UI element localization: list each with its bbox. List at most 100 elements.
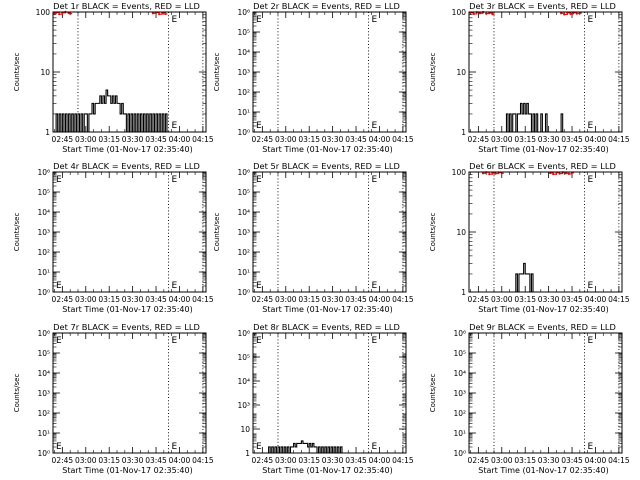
x-tick-label: 03:15 [514, 456, 536, 465]
event-marker-label: E [172, 281, 178, 291]
plot-frame [52, 11, 207, 133]
x-tick-label: 03:00 [75, 295, 97, 304]
y-axis-label: Counts/sec [213, 53, 221, 92]
lld-data-point [485, 12, 488, 15]
plot-frame [252, 171, 407, 293]
x-tick-label: 04:15 [192, 456, 214, 465]
x-tick-label: 03:45 [345, 135, 367, 144]
lld-data-point [69, 12, 72, 15]
y-tick-label: 100 [452, 168, 467, 177]
x-axis-label: Start Time (01-Nov-17 02:35:40) [262, 466, 392, 475]
x-tick-label: 03:30 [322, 295, 344, 304]
x-tick-label: 03:00 [275, 295, 297, 304]
event-marker-label: E [372, 175, 378, 185]
x-tick-label: 03:45 [345, 456, 367, 465]
event-marker-label: E [256, 281, 262, 291]
chart-panel-2: Det 2r BLACK = Events, RED = LLD Counts/s… [213, 1, 414, 154]
y-tick-label: 10³ [237, 228, 250, 237]
event-marker-label: E [256, 15, 262, 25]
lld-data-point [567, 172, 571, 175]
y-tick-label: 10⁵ [237, 28, 250, 37]
x-tick-label: 03:45 [561, 295, 583, 304]
lld-data-point [491, 13, 494, 16]
x-axis-label: Start Time (01-Nov-17 02:35:40) [62, 305, 192, 314]
event-marker-label: E [256, 442, 262, 452]
x-tick-label: 02:45 [468, 135, 490, 144]
y-tick-label: 1 [461, 288, 466, 297]
y-tick-label: 10⁶ [37, 329, 50, 338]
x-tick-label: 04:00 [169, 135, 191, 144]
event-marker-label: E [588, 175, 594, 185]
y-tick-label: 10⁰ [237, 128, 250, 137]
y-tick-label: 10³ [453, 389, 466, 398]
y-tick-label: 10⁵ [237, 353, 250, 362]
lld-data-point [558, 172, 561, 175]
x-tick-label: 04:00 [369, 135, 391, 144]
lld-data-point [575, 12, 578, 15]
y-tick-label: 10² [237, 248, 250, 257]
x-axis-label: Start Time (01-Nov-17 02:35:40) [62, 145, 192, 154]
y-tick-label: 10⁶ [453, 329, 466, 338]
x-tick-label: 03:00 [75, 135, 97, 144]
y-tick-label: 10 [456, 68, 466, 77]
chart-title: Det 5r BLACK = Events, RED = LLD [253, 161, 400, 171]
y-tick-label: 10² [453, 409, 466, 418]
chart-title: Det 6r BLACK = Events, RED = LLD [469, 161, 616, 171]
x-tick-label: 04:00 [585, 295, 607, 304]
lld-data-point [549, 171, 552, 175]
x-tick-label: 04:15 [392, 456, 414, 465]
x-tick-label: 04:15 [608, 135, 630, 144]
y-axis-label: Counts/sec [429, 213, 437, 252]
x-tick-label: 03:45 [345, 295, 367, 304]
y-tick-label: 10⁵ [37, 188, 50, 197]
y-tick-label: 10³ [237, 68, 250, 77]
event-marker-label: E [588, 336, 594, 346]
y-axis-label: Counts/sec [429, 374, 437, 413]
lld-data-point [472, 12, 475, 15]
x-tick-label: 03:15 [298, 295, 320, 304]
y-axis-label: Counts/sec [429, 53, 437, 92]
chart-panel-9: Det 9r BLACK = Events, RED = LLD Counts/s… [429, 322, 630, 475]
y-tick-label: 10⁴ [37, 369, 50, 378]
lld-data-point [158, 13, 161, 16]
events-series-line [559, 113, 565, 133]
x-tick-label: 03:45 [561, 135, 583, 144]
x-tick-label: 04:00 [585, 135, 607, 144]
x-axis-label: Start Time (01-Nov-17 02:35:40) [262, 305, 392, 314]
x-tick-label: 03:15 [514, 295, 536, 304]
lld-data-point [481, 172, 485, 175]
event-marker-label: E [372, 281, 378, 291]
event-marker-label: E [56, 442, 62, 452]
lld-data-point [500, 172, 503, 175]
y-tick-label: 10⁰ [237, 288, 250, 297]
x-axis-label: Start Time (01-Nov-17 02:35:40) [478, 466, 608, 475]
event-marker-label: E [56, 281, 62, 291]
plot-frame [252, 11, 407, 133]
event-marker-label: E [172, 15, 178, 25]
x-tick-label: 04:00 [369, 295, 391, 304]
x-tick-label: 03:00 [491, 295, 513, 304]
x-tick-label: 03:15 [98, 295, 120, 304]
y-axis-label: Counts/sec [13, 53, 21, 92]
chart-panel-5: Det 5r BLACK = Events, RED = LLD Counts/s… [213, 161, 414, 314]
chart-panel-8: Det 8r BLACK = Events, RED = LLD 1 10 10³ 10… [237, 322, 413, 475]
x-tick-label: 03:15 [298, 456, 320, 465]
lld-data-point [164, 12, 167, 15]
y-tick-label: 10² [237, 88, 250, 97]
event-marker-label: E [372, 336, 378, 346]
y-tick-label: 10³ [37, 228, 50, 237]
event-marker-label: E [256, 336, 262, 346]
chart-title: Det 8r BLACK = Events, RED = LLD [253, 322, 400, 332]
lld-data-point [578, 11, 581, 15]
y-tick-label: 10⁶ [237, 8, 250, 17]
x-tick-label: 03:15 [98, 456, 120, 465]
plot-frame [52, 171, 207, 293]
event-marker-label: E [588, 281, 594, 291]
lld-data-point [58, 13, 61, 16]
plot-frame [468, 171, 623, 293]
y-tick-label: 10¹ [37, 429, 50, 438]
y-axis-label: Counts/sec [13, 374, 21, 413]
x-tick-label: 04:00 [169, 456, 191, 465]
y-tick-label: 10⁶ [237, 329, 250, 338]
